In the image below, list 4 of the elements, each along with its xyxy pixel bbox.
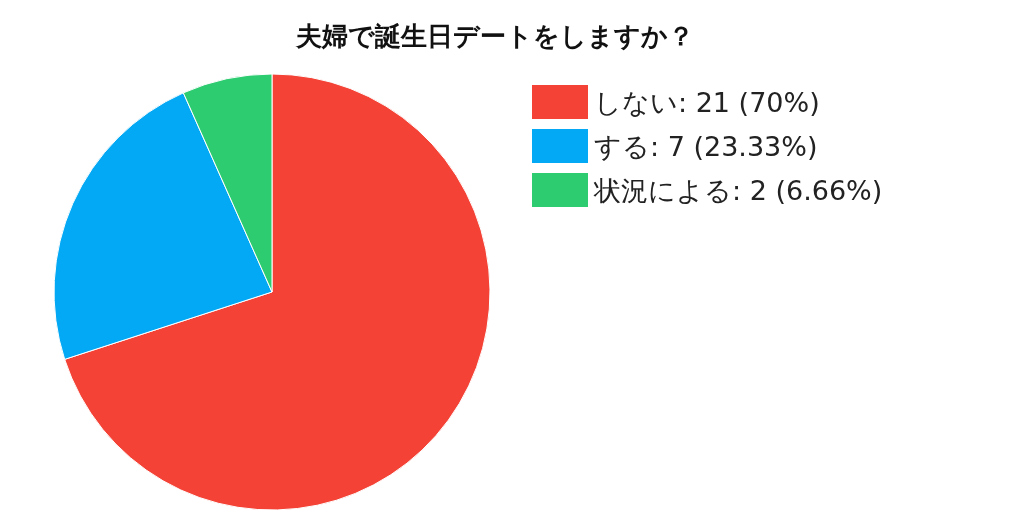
legend-label: しない: 21 (70%): [594, 86, 820, 118]
legend-label: する: 7 (23.33%): [594, 130, 818, 162]
chart-title: 夫婦で誕生日デートをしますか？: [295, 21, 694, 51]
legend-label: 状況による: 2 (6.66%): [593, 174, 883, 206]
